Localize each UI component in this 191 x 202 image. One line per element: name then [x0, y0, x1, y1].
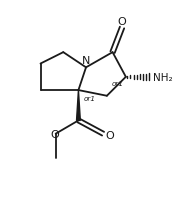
Text: N: N: [82, 56, 90, 66]
Polygon shape: [77, 91, 80, 121]
Text: NH₂: NH₂: [153, 73, 172, 82]
Text: or1: or1: [83, 95, 95, 101]
Text: O: O: [105, 130, 114, 140]
Text: O: O: [118, 17, 126, 27]
Text: or1: or1: [112, 80, 124, 86]
Text: O: O: [50, 129, 59, 139]
